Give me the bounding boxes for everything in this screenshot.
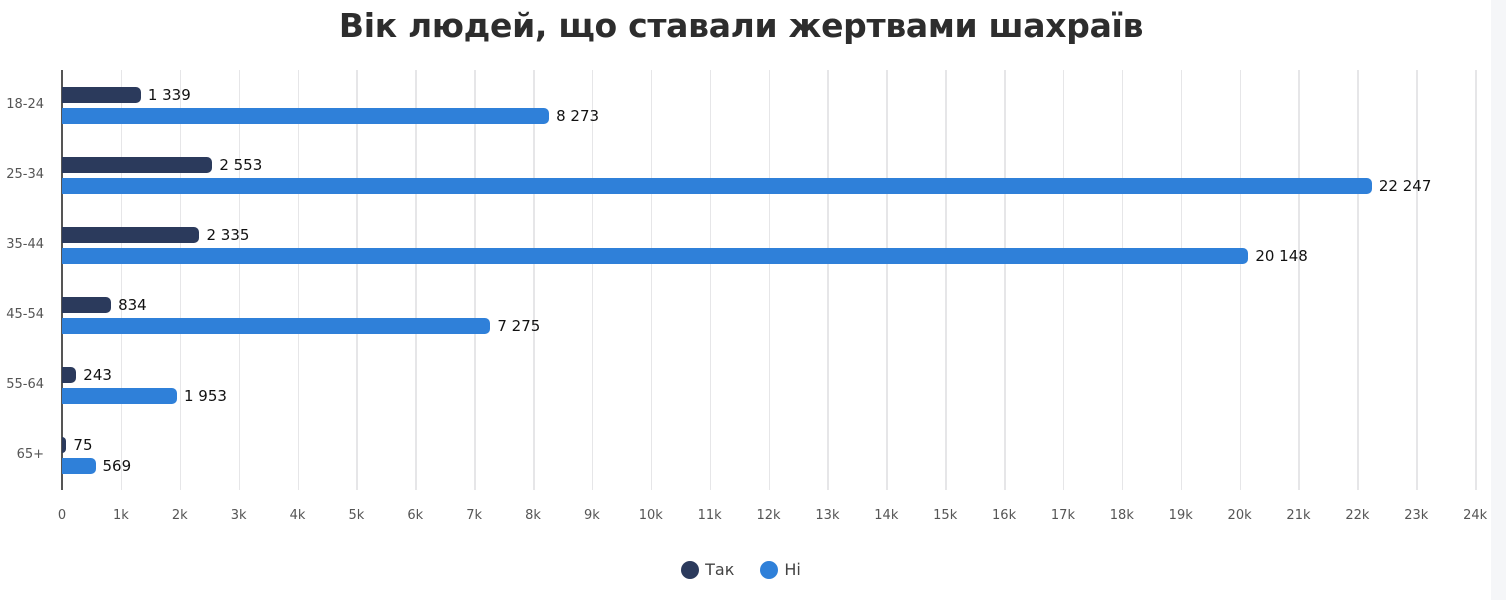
x-tick-label: 22k <box>1345 508 1370 523</box>
gridline <box>533 70 535 490</box>
bar-ni[interactable] <box>62 458 96 474</box>
bar-tak[interactable] <box>62 297 112 313</box>
y-category-label: 18-24 <box>6 97 44 112</box>
gridline <box>356 70 358 490</box>
bar-tak[interactable] <box>62 367 77 383</box>
x-tick-label: 21k <box>1286 508 1311 523</box>
x-tick-label: 19k <box>1168 508 1193 523</box>
x-tick-label: 13k <box>815 508 840 523</box>
gridline <box>1357 70 1359 490</box>
bar-ni[interactable] <box>62 108 550 124</box>
legend-dot-icon <box>681 560 700 579</box>
data-label: 2 553 <box>219 156 263 174</box>
y-axis-line <box>61 70 63 490</box>
gridline <box>886 70 888 490</box>
data-label: 22 247 <box>1378 177 1432 195</box>
gridline <box>768 70 771 490</box>
bar-tak[interactable] <box>62 157 213 173</box>
bar-tak[interactable] <box>62 227 200 243</box>
gridline <box>238 70 241 490</box>
x-tick-label: 20k <box>1227 508 1252 523</box>
gridline <box>474 70 476 490</box>
legend: Так Ні <box>0 560 1482 579</box>
bar-ni[interactable] <box>62 388 177 404</box>
x-tick-label: 24k <box>1463 508 1488 523</box>
data-label: 1 953 <box>183 387 227 405</box>
chart-title: Вік людей, що ставали жертвами шахраїв <box>338 6 1144 45</box>
x-tick-label: 5k <box>348 508 365 523</box>
data-label: 8 273 <box>556 107 600 125</box>
gridline <box>1180 70 1183 490</box>
gridline <box>415 70 417 490</box>
bar-ni[interactable] <box>62 318 491 334</box>
gridline <box>1239 70 1242 490</box>
x-tick-label: 23k <box>1404 508 1429 523</box>
bar-ni[interactable] <box>62 178 1372 194</box>
x-tick-label: 18k <box>1109 508 1134 523</box>
legend-dot-icon <box>760 560 779 579</box>
gridline <box>1416 70 1418 490</box>
gridline <box>827 70 829 490</box>
y-category-label: 65+ <box>16 447 44 462</box>
x-tick-label: 12k <box>756 508 781 523</box>
gridline <box>650 70 653 490</box>
x-tick-label: 1k <box>112 508 129 523</box>
gridline <box>591 70 594 490</box>
gridline <box>1062 70 1065 490</box>
y-category-label: 45-54 <box>6 307 44 322</box>
x-tick-label: 6k <box>407 508 424 523</box>
data-label: 2 335 <box>206 226 250 244</box>
y-category-label: 35-44 <box>6 237 44 252</box>
gridline <box>1298 70 1300 490</box>
gridline <box>120 70 123 490</box>
x-tick-label: 15k <box>933 508 958 523</box>
x-tick-label: 16k <box>992 508 1017 523</box>
gridline <box>709 70 712 490</box>
x-tick-label: 8k <box>525 508 541 523</box>
y-category-label: 25-34 <box>6 167 44 182</box>
data-label: 7 275 <box>497 317 541 335</box>
x-tick-label: 9k <box>584 508 600 523</box>
gridline <box>1121 70 1124 490</box>
data-label: 75 <box>73 436 93 454</box>
x-tick-label: 11k <box>697 508 722 523</box>
x-tick-label: 7k <box>466 508 483 523</box>
gridline <box>1475 70 1477 490</box>
gridline <box>179 70 182 490</box>
x-tick-label: 0 <box>57 508 67 523</box>
gridline <box>1004 70 1006 490</box>
x-tick-label: 3k <box>230 508 247 523</box>
x-tick-label: 14k <box>874 508 899 523</box>
legend-label: Ні <box>784 560 801 579</box>
data-label: 834 <box>118 296 147 314</box>
bar-tak[interactable] <box>62 87 141 103</box>
data-label: 20 148 <box>1255 247 1308 265</box>
data-label: 1 339 <box>147 86 191 104</box>
x-tick-label: 2k <box>171 508 188 523</box>
legend-label: Так <box>705 560 735 579</box>
bar-tak[interactable] <box>62 437 67 453</box>
gridline <box>945 70 947 490</box>
x-tick-label: 10k <box>638 508 663 523</box>
data-label: 243 <box>83 366 112 384</box>
x-tick-label: 17k <box>1050 508 1075 523</box>
y-category-label: 55-64 <box>6 377 44 392</box>
legend-item-tak[interactable]: Так <box>681 560 734 579</box>
data-label: 569 <box>102 457 132 475</box>
gridline <box>297 70 300 490</box>
x-tick-label: 4k <box>289 508 306 523</box>
legend-item-ni[interactable]: Ні <box>760 560 801 579</box>
bar-ni[interactable] <box>62 248 1249 264</box>
